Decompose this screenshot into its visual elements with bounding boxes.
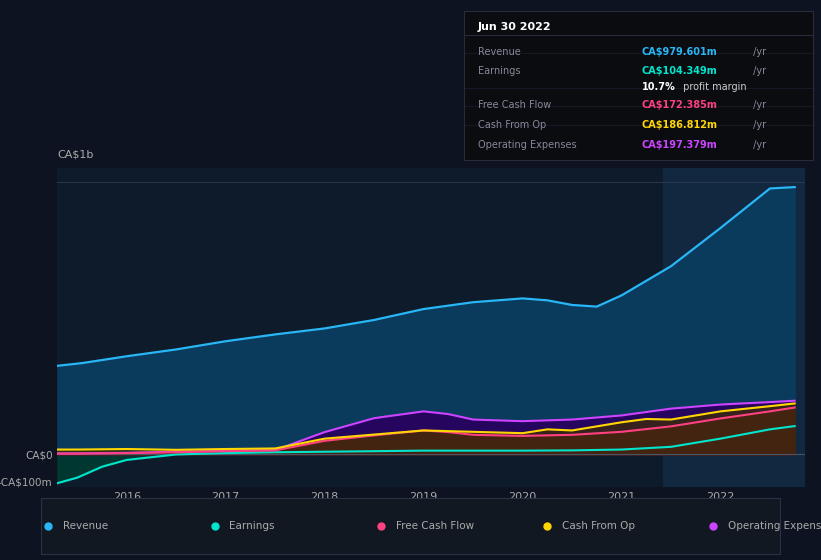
Text: Revenue: Revenue: [63, 521, 108, 531]
Text: Earnings: Earnings: [229, 521, 275, 531]
Text: Operating Expenses: Operating Expenses: [728, 521, 821, 531]
Text: /yr: /yr: [750, 141, 766, 150]
Text: /yr: /yr: [750, 66, 766, 76]
Text: Operating Expenses: Operating Expenses: [478, 141, 576, 150]
Text: Revenue: Revenue: [478, 47, 521, 57]
Text: Free Cash Flow: Free Cash Flow: [478, 100, 551, 110]
Text: Cash From Op: Cash From Op: [478, 119, 546, 129]
Text: /yr: /yr: [750, 100, 766, 110]
Bar: [663, 168, 805, 487]
Text: Free Cash Flow: Free Cash Flow: [396, 521, 474, 531]
Text: profit margin: profit margin: [680, 82, 747, 92]
Text: Jun 30 2022: Jun 30 2022: [478, 22, 552, 31]
Text: 10.7%: 10.7%: [642, 82, 676, 92]
Text: CA$186.812m: CA$186.812m: [642, 119, 718, 129]
Text: /yr: /yr: [750, 47, 766, 57]
Text: Cash From Op: Cash From Op: [562, 521, 635, 531]
Text: /yr: /yr: [750, 119, 766, 129]
Text: CA$197.379m: CA$197.379m: [642, 141, 718, 150]
Text: CA$979.601m: CA$979.601m: [642, 47, 718, 57]
Text: CA$1b: CA$1b: [57, 150, 94, 160]
Text: CA$172.385m: CA$172.385m: [642, 100, 718, 110]
Text: CA$104.349m: CA$104.349m: [642, 66, 718, 76]
Text: Earnings: Earnings: [478, 66, 521, 76]
